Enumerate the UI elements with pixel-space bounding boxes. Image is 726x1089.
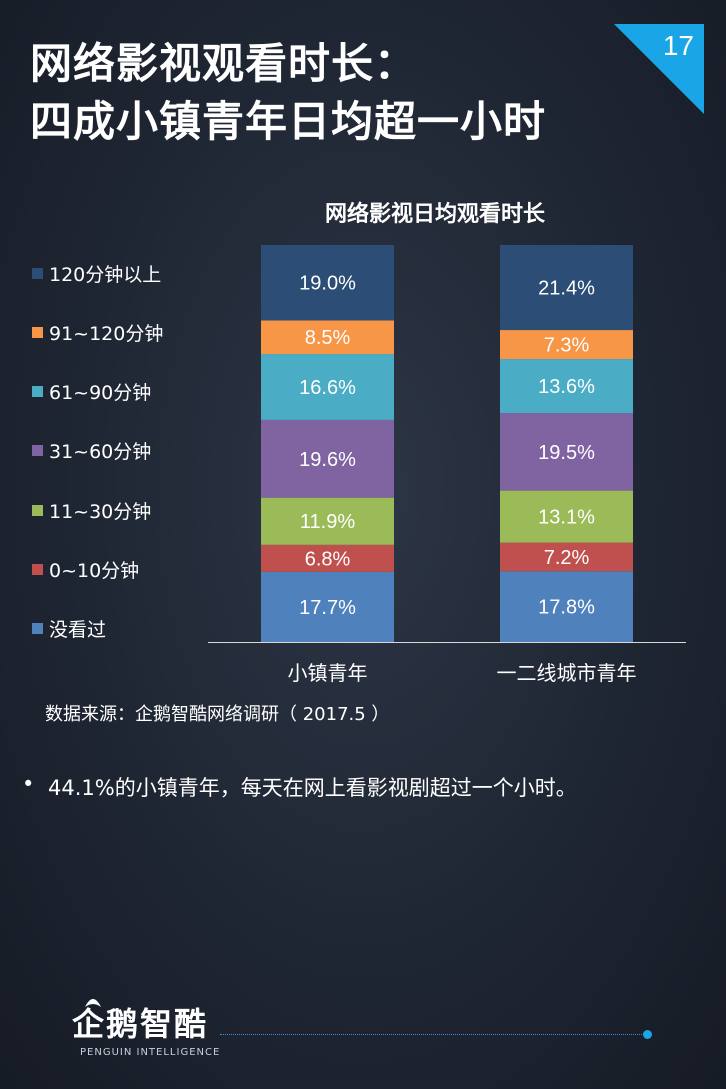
legend-item: 0~10分钟 xyxy=(32,559,140,582)
bar-segment xyxy=(500,490,633,543)
category-label: 一二线城市青年 xyxy=(497,661,637,685)
data-label: 7.2% xyxy=(544,547,590,569)
stacked-bar-chart: 17.7% 6.8% 11.9% 19.6% 16.6% 8.5% 19.0% 小镇青年 17.… xyxy=(208,245,686,685)
legend-label: 没看过 xyxy=(49,619,107,642)
page-title-line1: 网络影视观看时长： xyxy=(30,39,418,88)
legend-item: 11~30分钟 xyxy=(32,499,152,523)
bar-segment xyxy=(261,571,394,642)
data-label: 13.1% xyxy=(538,507,595,529)
data-label: 19.5% xyxy=(538,442,595,464)
bar-segment xyxy=(261,320,394,355)
legend-item: 91~120分钟 xyxy=(32,321,164,345)
legend-item: 61~90分钟 xyxy=(32,381,152,405)
data-source: 数据来源：企鹅智酷网络调研（ 2017.5 ） xyxy=(45,704,390,725)
corner-triangle xyxy=(614,24,704,114)
legend-label: 120分钟以上 xyxy=(49,263,162,286)
bullet-marker: • xyxy=(22,772,35,796)
legend-label: 61~90分钟 xyxy=(49,382,152,405)
bullet-text: 44.1%的小镇青年，每天在网上看影视剧超过一个小时。 xyxy=(48,776,577,800)
bar-segment xyxy=(500,245,633,331)
bar-segment xyxy=(261,544,394,572)
data-label: 17.8% xyxy=(538,597,595,619)
legend-swatch xyxy=(32,267,43,279)
footer-divider xyxy=(220,1034,646,1035)
legend-label: 11~30分钟 xyxy=(49,500,152,523)
data-label: 11.9% xyxy=(300,511,355,533)
legend-swatch xyxy=(32,504,43,516)
bar-segment xyxy=(500,542,633,572)
category-label: 小镇青年 xyxy=(288,661,368,685)
logo-wordmark: 企鹅智酷 xyxy=(72,999,212,1043)
page-number-corner: 17 xyxy=(614,24,704,114)
bar-segment xyxy=(500,571,633,642)
data-label: 8.5% xyxy=(305,327,351,349)
legend-swatch xyxy=(32,386,43,398)
data-label: 19.6% xyxy=(299,449,356,471)
bar-segment xyxy=(500,413,633,491)
logo-subtext: PENGUIN INTELLIGENCE xyxy=(80,1047,221,1058)
logo-subtitle: PENGUIN INTELLIGENCE xyxy=(72,1047,219,1058)
legend-swatch xyxy=(32,564,43,575)
logo-text: 企鹅智酷 xyxy=(72,1005,209,1043)
data-label: 21.4% xyxy=(538,278,595,300)
data-label: 6.8% xyxy=(305,548,351,570)
page-number: 17 xyxy=(662,30,694,61)
legend-label: 0~10分钟 xyxy=(49,560,140,582)
bar-segment xyxy=(261,245,394,321)
legend-item: 31~60分钟 xyxy=(32,440,152,464)
chart-title: 网络影视日均观看时长 xyxy=(324,202,545,227)
bar-segment xyxy=(500,330,633,360)
legend-swatch xyxy=(32,445,43,457)
page-title-line2: 四成小镇青年日均超一小时 xyxy=(30,97,547,146)
legend-swatch xyxy=(32,623,43,635)
bullet-item: • 44.1%的小镇青年，每天在网上看影视剧超过一个小时。 xyxy=(22,772,577,802)
data-label: 16.6% xyxy=(299,377,356,399)
legend-item: 120分钟以上 xyxy=(32,262,162,286)
footer-logo: 企鹅智酷 PENGUIN INTELLIGENCE xyxy=(72,999,219,1065)
legend-swatch xyxy=(32,326,43,338)
legend-item: 没看过 xyxy=(32,618,107,642)
bar-segment xyxy=(261,354,394,420)
bar-segment xyxy=(500,359,633,414)
legend-label: 31~60分钟 xyxy=(49,441,152,464)
penguin-icon xyxy=(85,999,101,1007)
bar-segment xyxy=(261,419,394,498)
footer-dot xyxy=(643,1030,652,1039)
legend-label: 91~120分钟 xyxy=(49,322,164,345)
data-label: 19.0% xyxy=(299,273,356,295)
data-label: 7.3% xyxy=(544,335,590,357)
bar-segment xyxy=(261,497,394,545)
data-label: 13.6% xyxy=(538,376,595,398)
data-label: 17.7% xyxy=(299,597,356,619)
